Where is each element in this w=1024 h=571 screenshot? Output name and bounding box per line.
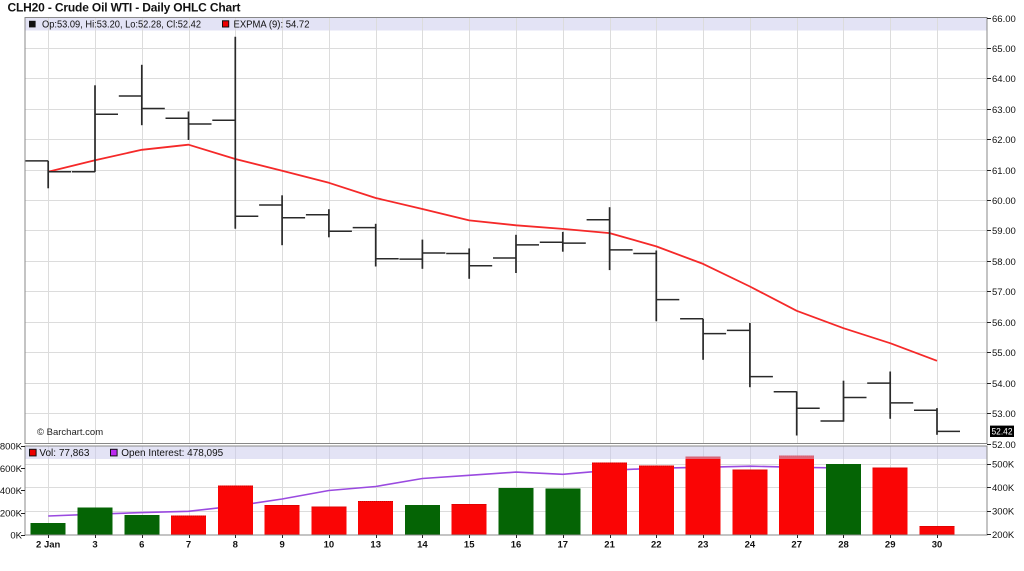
svg-text:CLH20 - Crude Oil WTI - Daily: CLH20 - Crude Oil WTI - Daily OHLC Chart — [8, 1, 241, 15]
svg-text:24: 24 — [745, 539, 756, 550]
svg-text:63.00: 63.00 — [992, 105, 1016, 116]
svg-text:© Barchart.com: © Barchart.com — [37, 427, 103, 438]
svg-text:62.00: 62.00 — [992, 135, 1016, 146]
svg-text:65.00: 65.00 — [992, 44, 1016, 55]
svg-text:8: 8 — [233, 539, 238, 550]
svg-text:54.00: 54.00 — [992, 379, 1016, 390]
svg-text:22: 22 — [651, 539, 662, 550]
svg-text:300K: 300K — [992, 507, 1015, 518]
svg-text:27: 27 — [791, 539, 802, 550]
svg-text:14: 14 — [417, 539, 428, 550]
svg-text:55.00: 55.00 — [992, 348, 1016, 359]
svg-text:29: 29 — [885, 539, 896, 550]
svg-text:17: 17 — [558, 539, 569, 550]
svg-text:28: 28 — [838, 539, 849, 550]
svg-text:400K: 400K — [992, 483, 1015, 494]
svg-text:600K: 600K — [0, 464, 23, 475]
svg-text:61.00: 61.00 — [992, 166, 1016, 177]
svg-text:52.42: 52.42 — [992, 426, 1013, 437]
svg-text:7: 7 — [186, 539, 191, 550]
svg-text:21: 21 — [604, 539, 615, 550]
svg-text:56.00: 56.00 — [992, 318, 1016, 329]
svg-text:30: 30 — [932, 539, 943, 550]
svg-text:400K: 400K — [0, 486, 23, 497]
svg-text:EXPMA (9): 54.72: EXPMA (9): 54.72 — [234, 20, 310, 31]
svg-text:58.00: 58.00 — [992, 257, 1016, 268]
svg-text:3: 3 — [92, 539, 97, 550]
svg-text:15: 15 — [464, 539, 475, 550]
svg-text:800K: 800K — [0, 442, 23, 453]
svg-text:6: 6 — [139, 539, 144, 550]
svg-text:23: 23 — [698, 539, 709, 550]
svg-text:500K: 500K — [992, 460, 1015, 471]
svg-text:64.00: 64.00 — [992, 74, 1016, 85]
svg-text:2 Jan: 2 Jan — [36, 539, 60, 550]
svg-text:57.00: 57.00 — [992, 287, 1016, 298]
svg-text:59.00: 59.00 — [992, 226, 1016, 237]
svg-text:10: 10 — [324, 539, 335, 550]
svg-text:53.00: 53.00 — [992, 409, 1016, 420]
svg-text:200K: 200K — [0, 508, 23, 519]
svg-text:Open Interest: 478,095: Open Interest: 478,095 — [121, 448, 223, 459]
svg-text:66.00: 66.00 — [992, 14, 1016, 25]
svg-text:60.00: 60.00 — [992, 196, 1016, 207]
svg-text:16: 16 — [511, 539, 522, 550]
svg-text:0K: 0K — [10, 531, 22, 542]
svg-text:200K: 200K — [992, 530, 1015, 541]
svg-text:Vol: 77,863: Vol: 77,863 — [39, 448, 89, 459]
svg-text:Op:53.09, Hi:53.20, Lo:52.28,: Op:53.09, Hi:53.20, Lo:52.28, Cl:52.42 — [42, 20, 201, 31]
svg-text:13: 13 — [370, 539, 381, 550]
svg-text:52.00: 52.00 — [992, 440, 1016, 451]
svg-text:9: 9 — [279, 539, 284, 550]
